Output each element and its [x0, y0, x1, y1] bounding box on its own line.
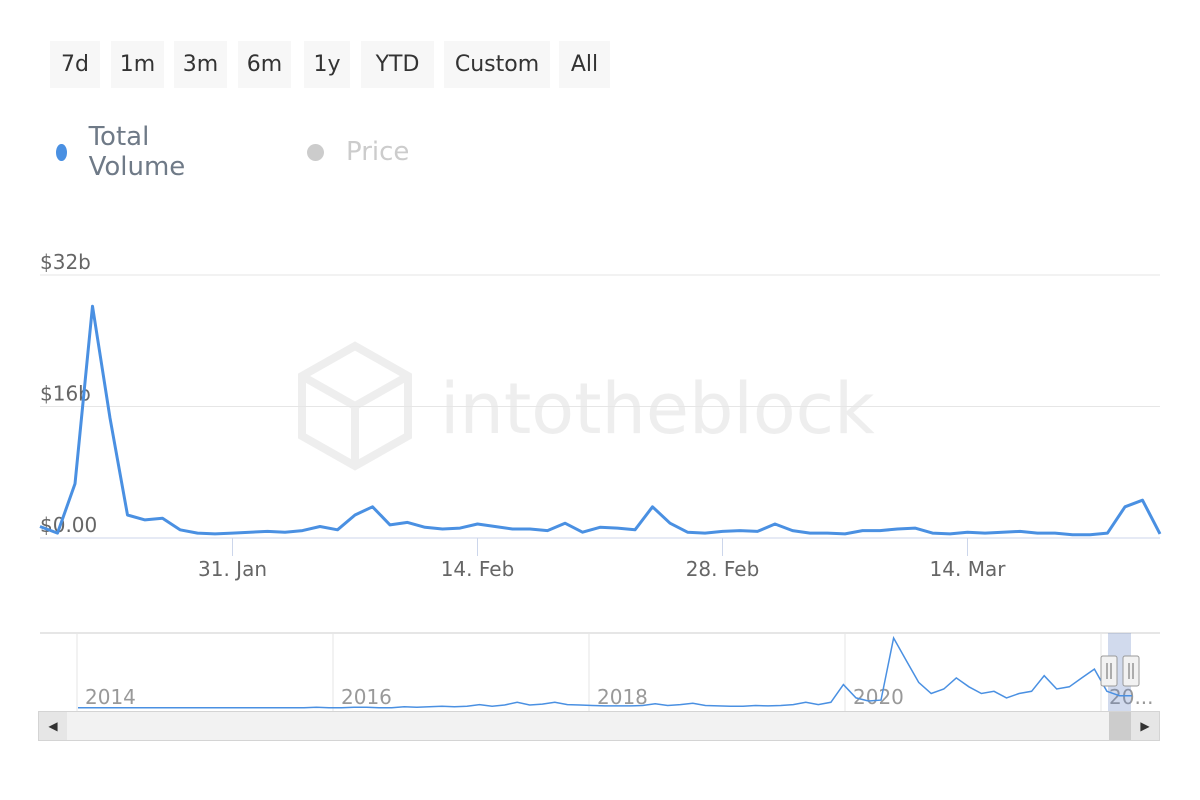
legend-marker-icon: [307, 143, 324, 161]
series: [39, 304, 1162, 537]
range-6m-button[interactable]: 6m: [238, 41, 291, 88]
navigator-year-label: 20...: [1109, 685, 1154, 709]
legend-item-total-volume[interactable]: Total Volume: [56, 122, 192, 182]
legend-item-price[interactable]: Price: [307, 130, 409, 174]
range-ytd-button[interactable]: YTD: [361, 41, 434, 88]
navigator-scrollbar[interactable]: ◀ ▶: [38, 711, 1160, 741]
legend-label: Total Volume: [88, 122, 186, 182]
range-custom-button[interactable]: Custom: [444, 41, 550, 88]
watermark-text: intotheblock: [440, 368, 875, 450]
x-tick-label: 31. Jan: [198, 557, 267, 581]
watermark: intotheblock: [298, 341, 875, 471]
range-3m-button[interactable]: 3m: [174, 41, 227, 88]
scrollbar-thumb[interactable]: [1109, 712, 1131, 740]
range-1y-button[interactable]: 1y: [304, 41, 350, 88]
range-all-button[interactable]: All: [559, 41, 610, 88]
y-tick-label: $0.00: [40, 513, 97, 537]
y-axis-labels: $0.00$16b$32b: [40, 250, 97, 537]
navigator-selection[interactable]: [1108, 633, 1131, 711]
navigator-handle[interactable]: [1100, 655, 1118, 687]
range-7d-button[interactable]: 7d: [50, 41, 100, 88]
navigator-series-line: [78, 635, 1132, 709]
scroll-left-arrow-icon[interactable]: ◀: [39, 712, 67, 740]
scroll-right-arrow-icon[interactable]: ▶: [1131, 712, 1159, 740]
y-tick-label: $32b: [40, 250, 91, 274]
legend-marker-icon: [56, 143, 67, 161]
range-1m-button[interactable]: 1m: [111, 41, 164, 88]
x-tick-label: 14. Mar: [930, 557, 1007, 581]
navigator[interactable]: 2014 2016 2018 2020 20...: [40, 632, 1160, 711]
navigator-year-label: 2016: [341, 685, 392, 709]
navigator-year-label: 2020: [853, 685, 904, 709]
navigator-handle[interactable]: [1122, 655, 1140, 687]
x-tick-label: 28. Feb: [686, 557, 760, 581]
x-tick-label: 14. Feb: [441, 557, 515, 581]
legend-label: Price: [346, 137, 410, 167]
grid: [40, 274, 1160, 407]
x-axis: 31. Jan 14. Feb 28. Feb 14. Mar: [40, 537, 1160, 581]
series-line: [39, 304, 1162, 537]
intotheblock-logo-icon: [298, 341, 412, 471]
navigator-year-label: 2014: [85, 685, 136, 709]
